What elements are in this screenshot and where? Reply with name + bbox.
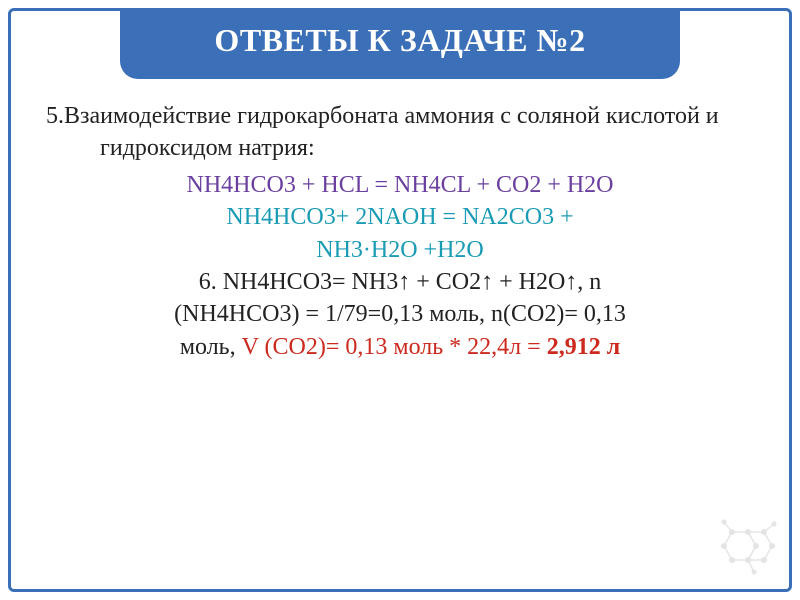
item-6-result: 2,912 л [547,334,620,360]
equation-1: NH4HCO3 + HCL = NH4CL + CO2 + H2O [30,169,770,201]
title-bar: ОТВЕТЫ К ЗАДАЧЕ №2 [120,8,680,79]
item-6-part3a: моль, [180,334,242,360]
slide-title: ОТВЕТЫ К ЗАДАЧЕ №2 [140,22,660,59]
item-5-prefix: 5. [46,103,64,129]
equation-2b: NH3·H2O +H2O [30,234,770,266]
item-5: 5.Взаимодействие гидрокарбоната аммония … [30,100,770,165]
equation-2a: NH4HCO3+ 2NAOH = NA2CO3 + [30,201,770,233]
item-6-line3: моль, V (CO2)= 0,13 моль * 22,4л = 2,912… [30,331,770,363]
item-6-line2: (NH4HCO3) = 1/79=0,13 моль, n(CO2)= 0,13 [30,298,770,330]
slide-container: ОТВЕТЫ К ЗАДАЧЕ №2 5.Взаимодействие гидр… [0,0,800,600]
item-6-part3b: V (CO2)= 0,13 моль * 22,4л = [242,334,547,360]
item-6-prefix: 6. [199,269,223,295]
item-6-part1: NH4HCO3= NH3↑ + CO2↑ + H2O↑, n [223,269,602,295]
item-6-line1: 6. NH4HCO3= NH3↑ + CO2↑ + H2O↑, n [30,266,770,298]
slide-content: 5.Взаимодействие гидрокарбоната аммония … [30,100,770,540]
molecule-icon [704,516,784,586]
item-5-text: Взаимодействие гидрокарбоната аммония с … [64,103,719,161]
